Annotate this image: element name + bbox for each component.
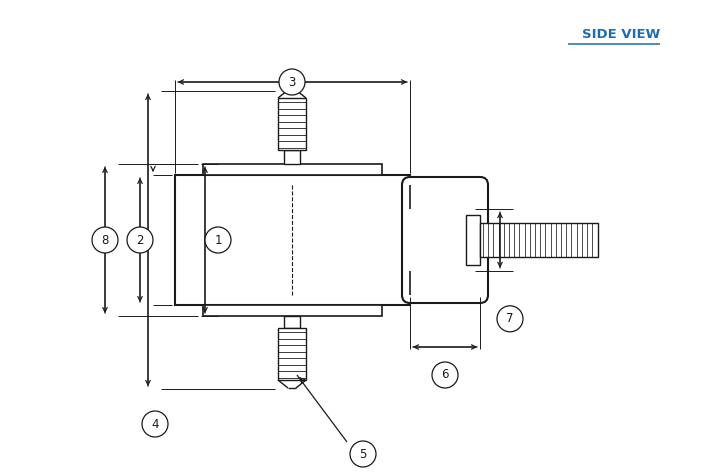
Bar <box>175 175 410 305</box>
Circle shape <box>205 227 231 253</box>
Bar <box>278 98 306 150</box>
Text: 8: 8 <box>101 234 109 247</box>
Bar <box>466 215 480 265</box>
Text: 2: 2 <box>137 234 144 247</box>
Bar <box>284 150 300 164</box>
Bar <box>278 328 306 380</box>
Text: 5: 5 <box>359 447 367 460</box>
Bar <box>203 305 382 316</box>
Circle shape <box>350 441 376 467</box>
Bar <box>284 316 300 328</box>
Circle shape <box>279 69 305 95</box>
Text: 1: 1 <box>214 234 222 247</box>
Bar <box>203 164 382 175</box>
FancyBboxPatch shape <box>402 177 488 303</box>
Text: 3: 3 <box>289 76 296 89</box>
Text: 6: 6 <box>442 368 449 381</box>
Circle shape <box>127 227 153 253</box>
Circle shape <box>92 227 118 253</box>
Circle shape <box>432 362 458 388</box>
Text: SIDE VIEW: SIDE VIEW <box>582 28 660 41</box>
Circle shape <box>142 411 168 437</box>
Circle shape <box>497 306 523 332</box>
Text: 4: 4 <box>151 417 159 430</box>
Text: 7: 7 <box>506 312 514 325</box>
Bar <box>480 223 598 257</box>
